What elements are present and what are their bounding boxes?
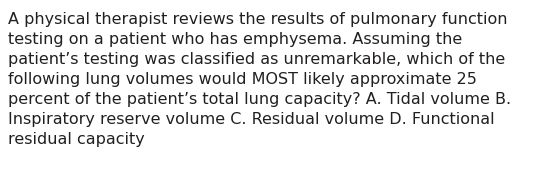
Text: A physical therapist reviews the results of pulmonary function
testing on a pati: A physical therapist reviews the results… bbox=[8, 12, 511, 147]
